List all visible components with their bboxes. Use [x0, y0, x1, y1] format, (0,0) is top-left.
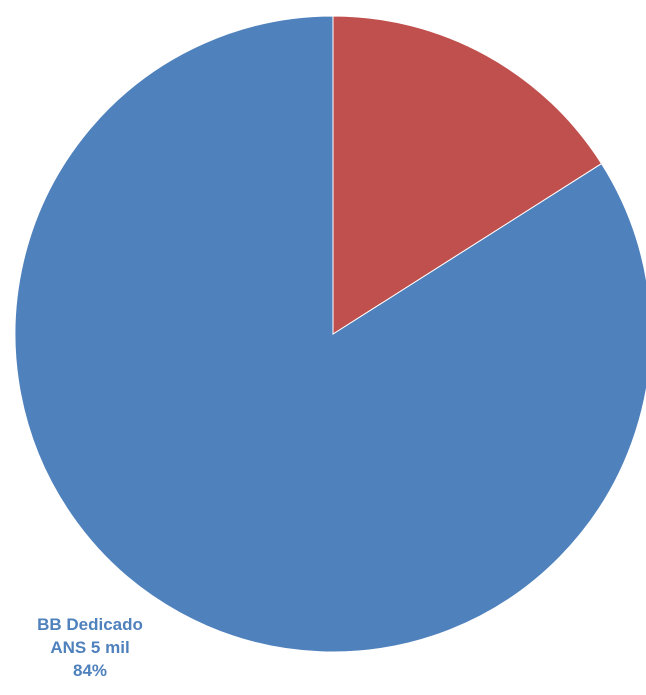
pie-slice-0-label-line: ANS 5 mil [50, 638, 129, 657]
pie-slice-1 [332, 15, 603, 335]
pie-slice-0-label: BB Dedicado ANS 5 mil 84% [37, 615, 143, 680]
pie-slice-0 [14, 15, 646, 653]
pie-slice-0-label-line: 84% [73, 661, 107, 680]
pie-slice-0-label-line: BB Dedicado [37, 615, 143, 634]
